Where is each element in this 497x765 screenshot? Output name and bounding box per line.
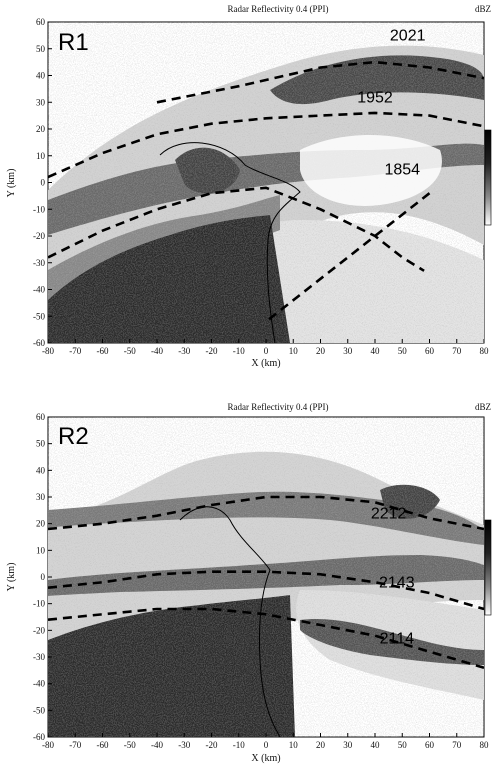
x-tick-label: -70 (69, 740, 81, 750)
panel-r2: Radar Reflectivity 0.4 (PPI) dBZ 2212 214… (6, 402, 492, 764)
colorbar (484, 519, 492, 616)
x-tick-label: 20 (316, 740, 326, 750)
x-tick-label: 50 (398, 740, 408, 750)
x-tick-label: -50 (124, 740, 136, 750)
x-tick-label: 0 (264, 346, 269, 356)
x-tick-label: 40 (371, 740, 381, 750)
y-tick-label: 60 (36, 412, 46, 422)
y-tick-label: 50 (36, 44, 46, 54)
y-tick-label: 30 (36, 97, 46, 107)
front-line (156, 60, 485, 104)
x-tick-label: 70 (452, 346, 462, 356)
x-tick-label: 80 (480, 346, 490, 356)
y-tick-label: -20 (33, 625, 45, 635)
colorbar-unit: dBZ (475, 4, 491, 14)
y-tick-label: 0 (41, 572, 46, 582)
y-axis-label: Y (km) (6, 169, 17, 198)
y-axis: -60 -50 -40 -30 -20 -10 0 10 20 30 40 50 60 (33, 17, 52, 348)
y-tick-label: 50 (36, 439, 46, 449)
x-tick-label: 30 (343, 346, 353, 356)
x-tick-label: -40 (151, 740, 163, 750)
y-tick-label: 20 (36, 124, 46, 134)
y-tick-label: 10 (36, 545, 46, 555)
y-tick-label: -60 (33, 732, 45, 742)
front-time-label: 2212 (371, 505, 407, 522)
colorbar-unit: dBZ (475, 402, 491, 412)
x-tick-label: 10 (289, 740, 299, 750)
x-tick-label: 40 (371, 346, 381, 356)
x-tick-label: 30 (343, 740, 353, 750)
x-axis-label: X (km) (251, 358, 280, 369)
front-line (265, 192, 431, 323)
y-tick-label: -60 (33, 338, 45, 348)
chart-title: Radar Reflectivity 0.4 (PPI) (228, 402, 329, 412)
front-labels: 2212 2143 2114 (371, 505, 415, 647)
x-tick-label: 50 (398, 346, 408, 356)
x-tick-label: -60 (97, 346, 109, 356)
reflectivity-field (48, 417, 484, 737)
y-tick-label: -40 (33, 285, 45, 295)
front-line (47, 186, 425, 272)
x-tick-label: -70 (69, 346, 81, 356)
x-tick-label: -30 (178, 346, 190, 356)
x-tick-label: -60 (97, 740, 109, 750)
panel-label: R1 (58, 29, 89, 56)
x-axis-label: X (km) (251, 753, 280, 764)
panel-label: R2 (58, 423, 89, 450)
colorbar (484, 129, 492, 226)
y-axis: -60 -50 -40 -30 -20 -10 0 10 20 30 40 50 60 (33, 412, 52, 742)
y-axis-label: Y (km) (6, 563, 17, 592)
y-tick-label: -30 (33, 652, 45, 662)
chart-title: Radar Reflectivity 0.4 (PPI) (228, 4, 329, 14)
y-tick-label: 40 (36, 71, 46, 81)
x-tick-label: -80 (42, 740, 54, 750)
x-tick-label: -30 (178, 740, 190, 750)
x-axis: -80 -70 -60 -50 -40 -30 -20 -10 0 10 20 30 40 50 60 70 8… (42, 339, 489, 356)
x-tick-label: -50 (124, 346, 136, 356)
x-tick-label: -20 (206, 346, 218, 356)
x-tick-label: 70 (452, 740, 462, 750)
x-tick-label: 60 (425, 346, 435, 356)
front-line (47, 111, 485, 179)
x-tick-label: -10 (233, 740, 245, 750)
front-time-label: 1952 (357, 89, 393, 106)
y-tick-label: -20 (33, 231, 45, 241)
y-tick-label: -50 (33, 311, 45, 321)
y-tick-label: -30 (33, 258, 45, 268)
y-tick-label: -50 (33, 705, 45, 715)
x-tick-label: 80 (480, 740, 490, 750)
x-tick-label: 0 (264, 740, 269, 750)
x-tick-label: -80 (42, 346, 54, 356)
y-tick-label: -10 (33, 204, 45, 214)
x-tick-label: 10 (289, 346, 299, 356)
y-tick-label: -10 (33, 599, 45, 609)
x-tick-label: 20 (316, 346, 326, 356)
x-tick-label: -10 (233, 346, 245, 356)
front-line (47, 495, 485, 531)
reflectivity-field (48, 22, 484, 343)
x-axis: -80 -70 -60 -50 -40 -30 -20 -10 0 10 20 30 40 50 60 70 8… (42, 733, 489, 750)
panel-r1: Radar Reflectivity 0.4 (PPI) dBZ 2021 195… (6, 4, 492, 369)
front-lines (47, 495, 485, 669)
front-line (47, 570, 485, 611)
x-tick-label: -40 (151, 346, 163, 356)
y-tick-label: 40 (36, 465, 46, 475)
front-time-label: 2143 (379, 575, 415, 592)
y-tick-label: 30 (36, 492, 46, 502)
y-tick-label: 0 (41, 178, 46, 188)
front-time-label: 2021 (390, 28, 426, 45)
y-tick-label: -40 (33, 679, 45, 689)
front-line (47, 607, 485, 669)
front-lines (47, 60, 485, 323)
x-tick-label: -20 (206, 740, 218, 750)
y-tick-label: 60 (36, 17, 46, 27)
y-tick-label: 20 (36, 519, 46, 529)
front-labels: 2021 1952 1854 (357, 28, 425, 179)
front-time-label: 1854 (384, 161, 420, 178)
y-tick-label: 10 (36, 151, 46, 161)
x-tick-label: 60 (425, 740, 435, 750)
front-time-label: 2114 (380, 631, 415, 648)
